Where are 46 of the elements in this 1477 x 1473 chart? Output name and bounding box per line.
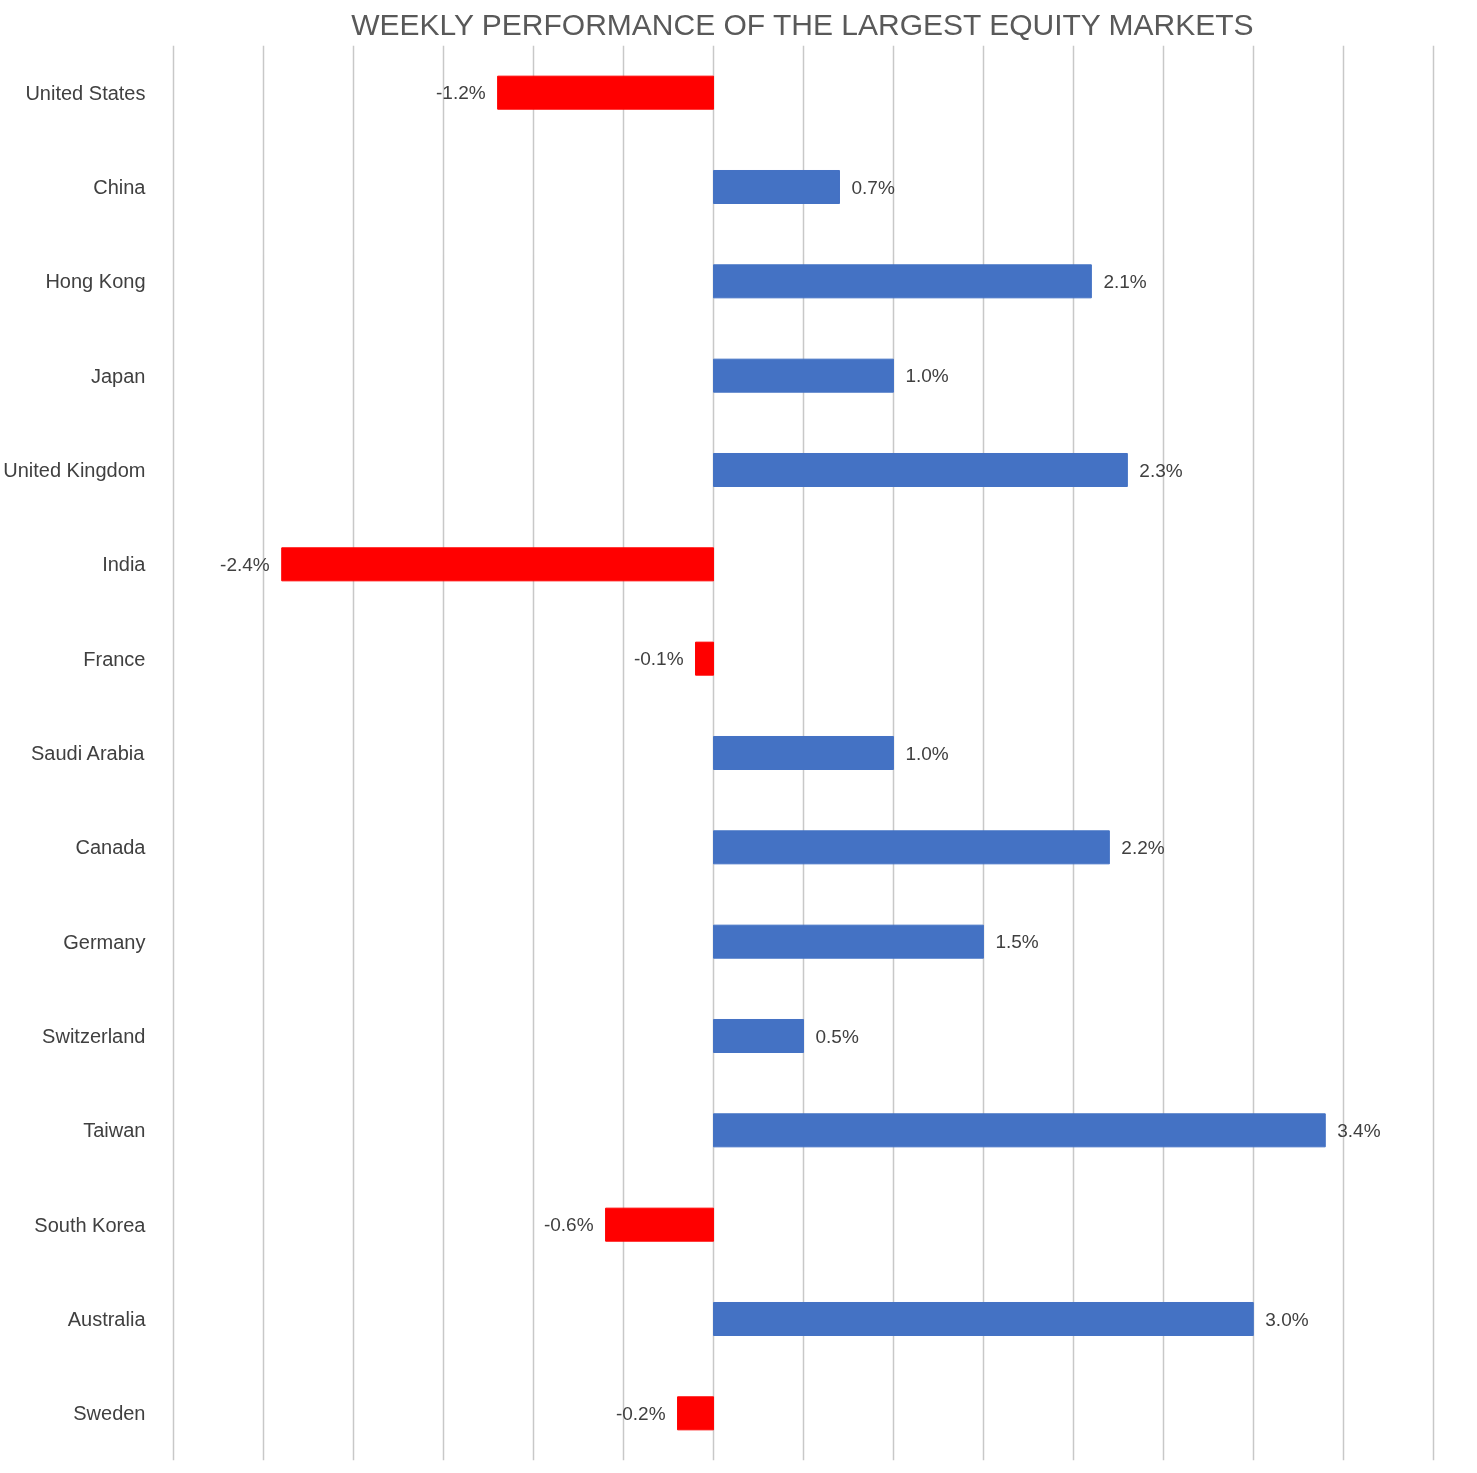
bar [713,358,894,393]
y-tick-label: India [102,553,147,576]
data-label: 1.0% [905,742,949,764]
y-tick-label: Germany [63,930,146,953]
bar [497,75,715,110]
data-label: 0.7% [851,176,895,198]
data-label: -0.2% [615,1402,666,1424]
data-label: -0.1% [633,648,684,670]
y-tick-label: Switzerland [42,1025,146,1047]
y-tick-label: Sweden [73,1402,146,1425]
data-label: -0.6% [543,1214,594,1236]
data-label: 2.2% [1121,836,1165,858]
y-tick-label: China [93,176,147,198]
y-tick-label: Japan [91,364,146,387]
y-tick-label: Saudi Arabia [30,742,146,764]
bar [713,1018,804,1054]
bar [713,735,894,771]
y-tick-label: Hong Kong [45,270,146,293]
y-tick-label: Taiwan [83,1119,146,1142]
data-label: -2.4% [220,553,270,575]
bar [713,1301,1254,1337]
bar [695,641,715,676]
bar [713,452,1128,488]
data-label: 2.3% [1139,459,1183,481]
data-label: 1.0% [905,365,949,387]
bar [713,264,1092,299]
data-label: 2.1% [1103,270,1147,292]
bar [713,924,984,959]
y-tick-label: Australia [67,1308,147,1330]
y-tick-label: South Korea [34,1213,147,1236]
y-tick-label: United States [25,81,146,104]
data-label: 1.5% [995,931,1039,953]
y-tick-label: United Kingdom [3,459,146,481]
data-label: 3.4% [1337,1119,1381,1141]
bar [713,1113,1326,1148]
chart-title: WEEKLY PERFORMANCE OF THE LARGEST EQUITY MARKETS [351,7,1254,41]
data-label: 3.0% [1265,1308,1309,1330]
bar [677,1396,715,1431]
bar [281,547,715,582]
bar [605,1207,715,1242]
data-label: -1.2% [436,82,486,104]
y-tick-label: Canada [75,836,147,859]
bar [713,830,1110,865]
data-label: 0.5% [815,1025,859,1047]
bar [713,169,840,205]
y-tick-label: France [83,647,146,670]
